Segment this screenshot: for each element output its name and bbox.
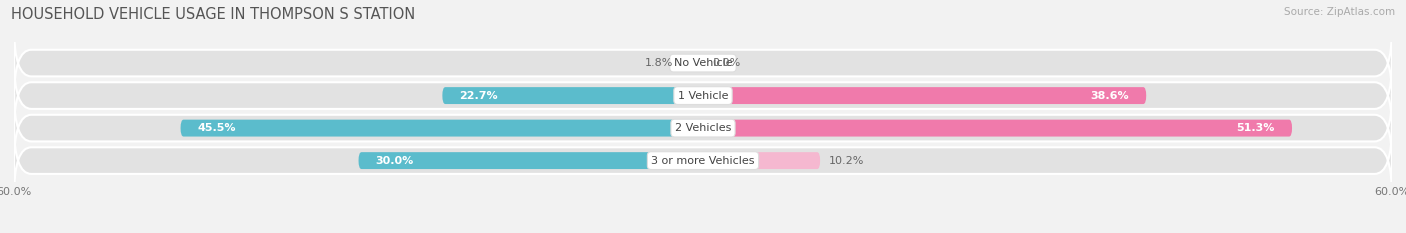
Text: 22.7%: 22.7% xyxy=(460,91,498,101)
Text: 1.8%: 1.8% xyxy=(645,58,673,68)
Text: 0.0%: 0.0% xyxy=(713,58,741,68)
FancyBboxPatch shape xyxy=(443,87,703,104)
FancyBboxPatch shape xyxy=(703,87,1146,104)
Text: 2 Vehicles: 2 Vehicles xyxy=(675,123,731,133)
Text: 38.6%: 38.6% xyxy=(1091,91,1129,101)
Text: 30.0%: 30.0% xyxy=(375,156,413,166)
FancyBboxPatch shape xyxy=(682,55,703,72)
FancyBboxPatch shape xyxy=(14,93,1392,164)
FancyBboxPatch shape xyxy=(14,60,1392,131)
Text: 51.3%: 51.3% xyxy=(1236,123,1275,133)
FancyBboxPatch shape xyxy=(14,28,1392,99)
Text: 10.2%: 10.2% xyxy=(830,156,865,166)
FancyBboxPatch shape xyxy=(14,125,1392,196)
Text: HOUSEHOLD VEHICLE USAGE IN THOMPSON S STATION: HOUSEHOLD VEHICLE USAGE IN THOMPSON S ST… xyxy=(11,7,416,22)
FancyBboxPatch shape xyxy=(359,152,703,169)
FancyBboxPatch shape xyxy=(703,152,820,169)
FancyBboxPatch shape xyxy=(703,120,1292,137)
Text: 1 Vehicle: 1 Vehicle xyxy=(678,91,728,101)
Text: 3 or more Vehicles: 3 or more Vehicles xyxy=(651,156,755,166)
FancyBboxPatch shape xyxy=(180,120,703,137)
Text: Source: ZipAtlas.com: Source: ZipAtlas.com xyxy=(1284,7,1395,17)
Text: No Vehicle: No Vehicle xyxy=(673,58,733,68)
Text: 45.5%: 45.5% xyxy=(198,123,236,133)
